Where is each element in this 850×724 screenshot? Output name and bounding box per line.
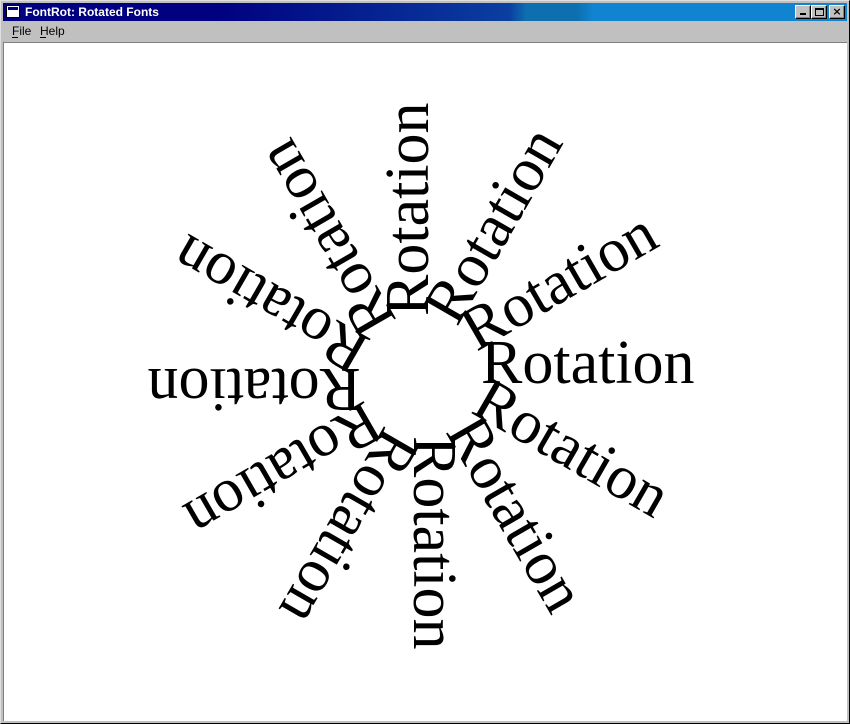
- close-button[interactable]: ×: [829, 5, 845, 19]
- menu-file-label: File: [12, 24, 32, 38]
- minimize-button[interactable]: [795, 5, 811, 19]
- menu-help[interactable]: Help: [37, 24, 68, 39]
- maximize-button[interactable]: [811, 5, 827, 19]
- mnemonic-underline: [12, 37, 18, 38]
- menu-help-label: Help: [40, 24, 65, 38]
- close-icon: ×: [832, 5, 842, 18]
- menu-file[interactable]: File: [9, 24, 34, 39]
- client-area: Rotation Rotation Rotation Rotation Rotation…: [3, 42, 847, 721]
- mnemonic-underline: [40, 37, 46, 38]
- window-title: FontRot: Rotated Fonts: [25, 5, 159, 19]
- minimize-icon: [800, 13, 806, 15]
- menu-bar: File Help: [3, 22, 847, 41]
- rotated-word: Rotation: [481, 329, 695, 397]
- app-window-icon[interactable]: [6, 5, 20, 18]
- maximize-icon: [815, 8, 824, 16]
- rotated-text-canvas: Rotation Rotation Rotation Rotation Rotation…: [4, 43, 847, 721]
- title-bar[interactable]: FontRot: Rotated Fonts ×: [3, 3, 847, 21]
